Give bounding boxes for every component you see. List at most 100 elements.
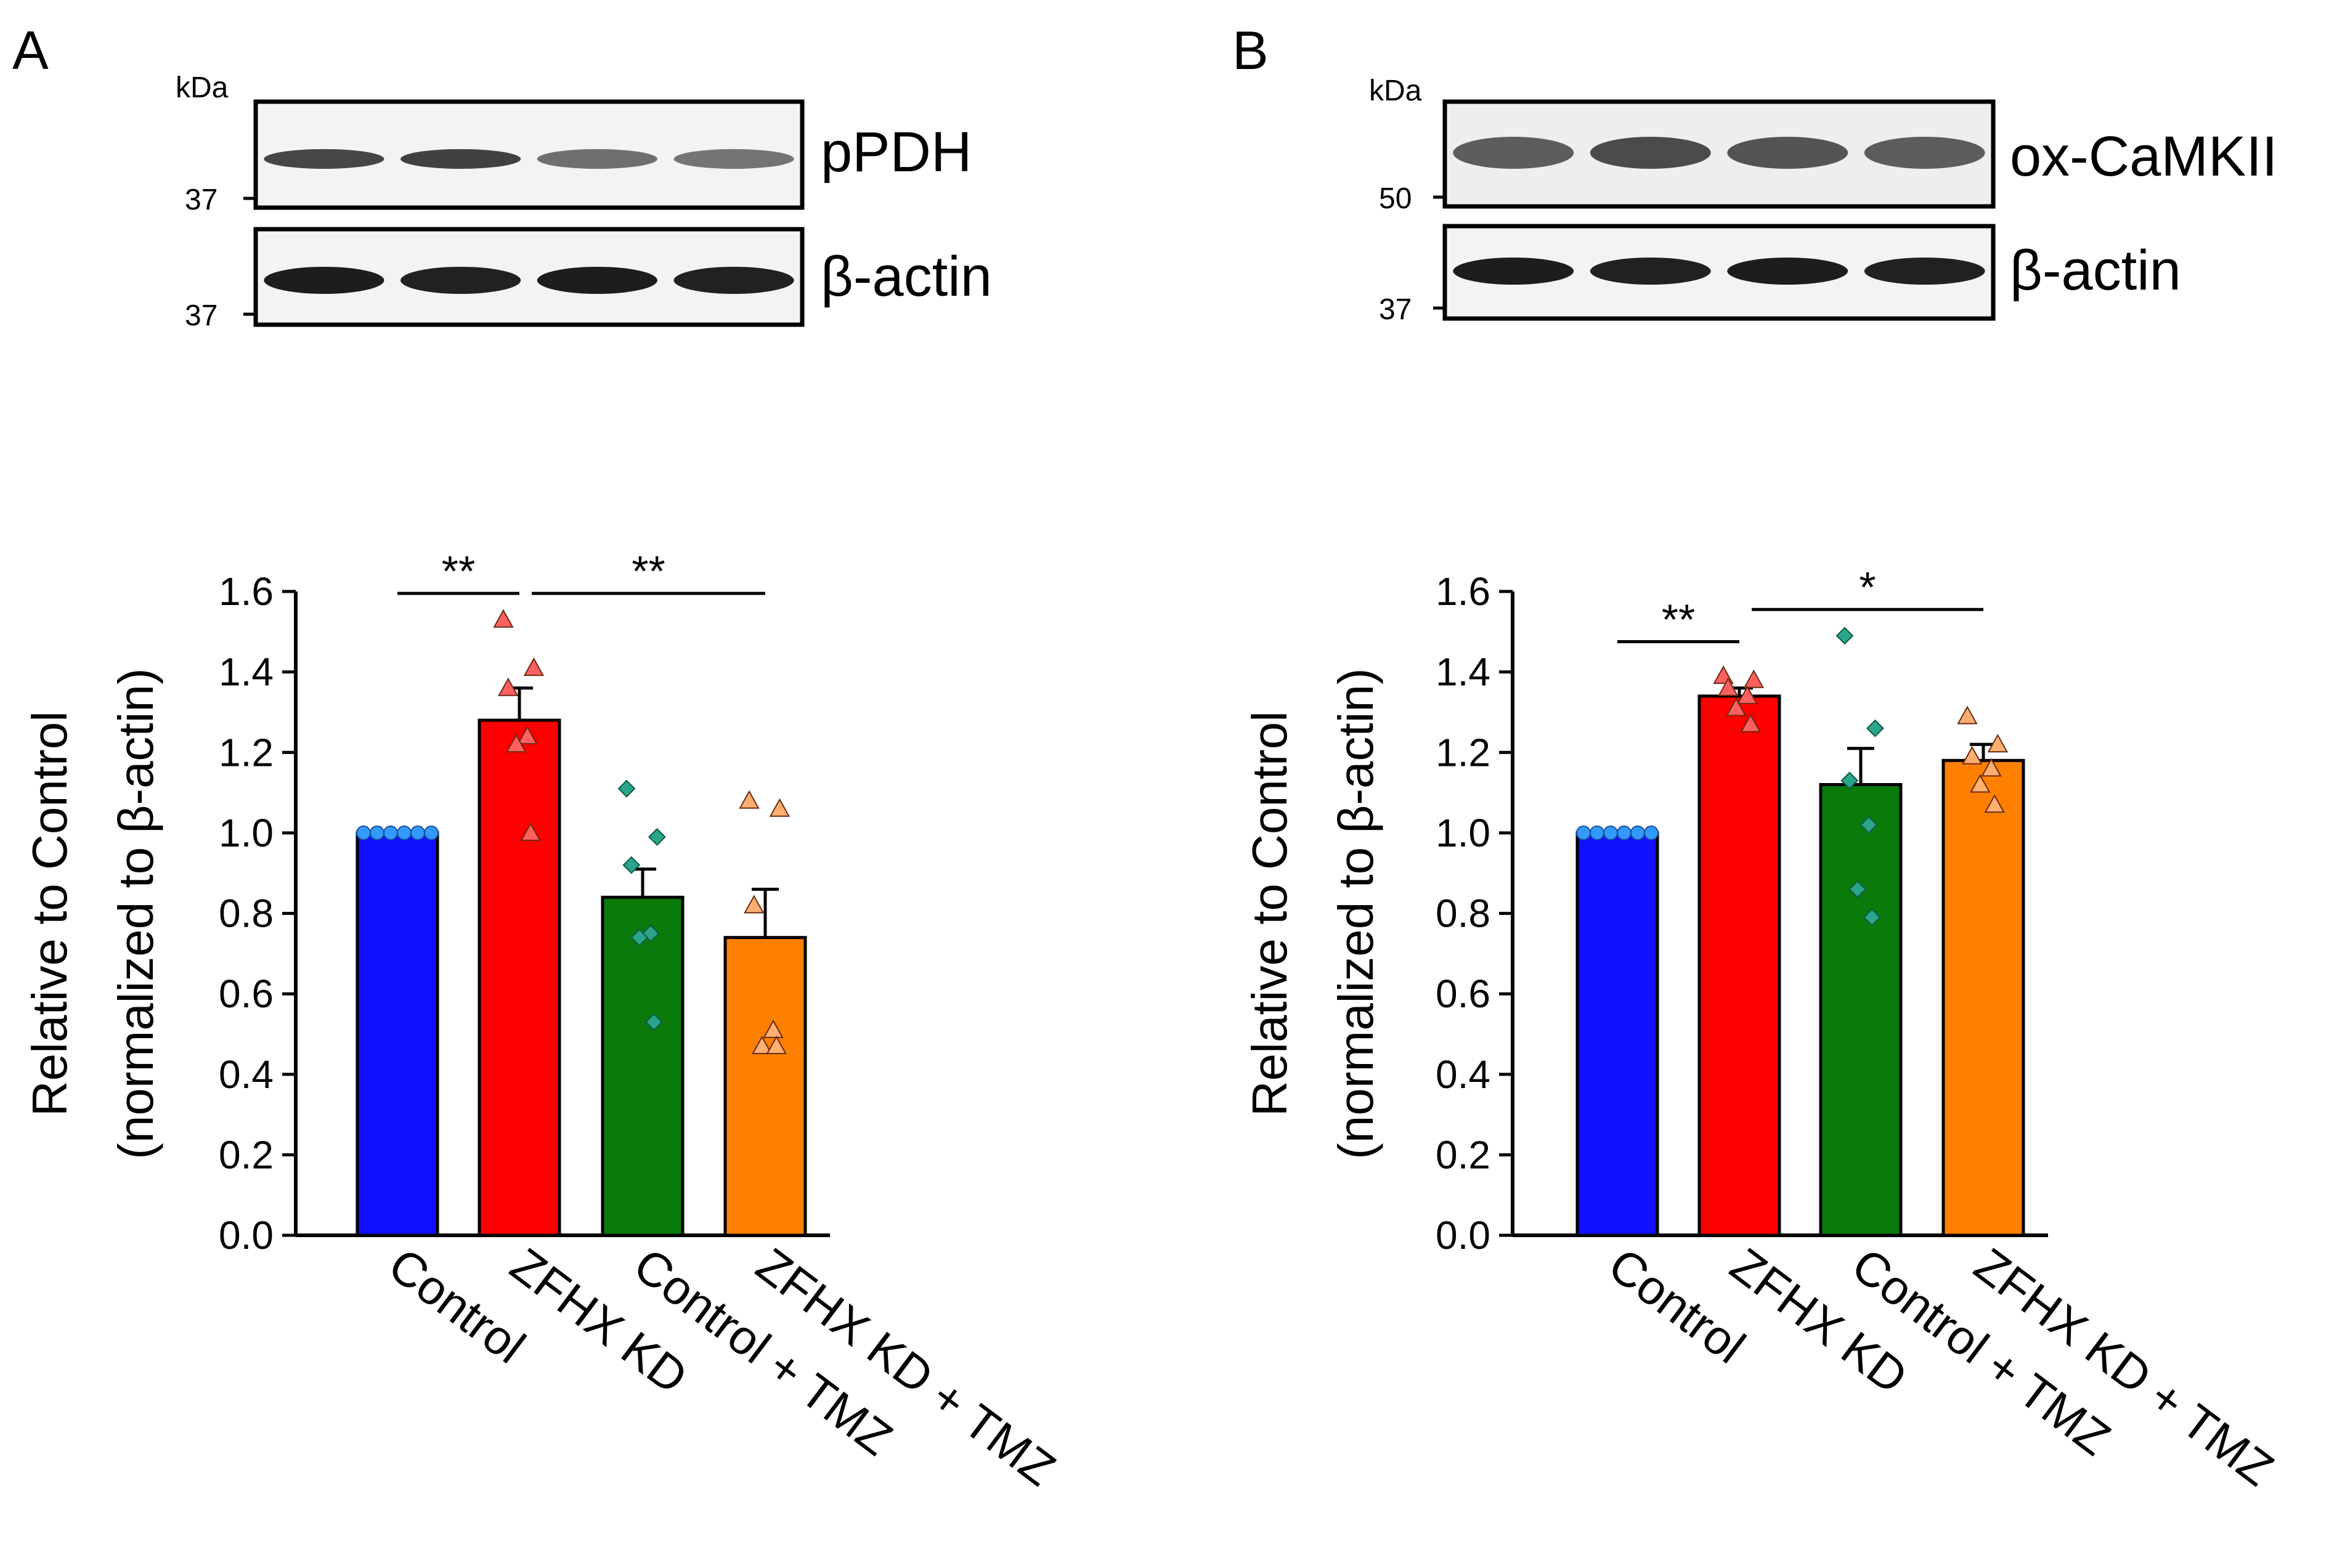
blot-a-row-1-marker: 37 [185,184,217,216]
data-point [1984,794,2005,813]
data-point [1957,705,1978,725]
data-point [1617,825,1632,840]
bar-0 [1575,831,1659,1237]
blot-band [1453,137,1574,169]
data-point [1981,758,2002,777]
panel-letter-b: B [1232,20,1269,81]
data-point [1987,734,2009,753]
bar-2 [1819,783,1903,1237]
y-tick-label: 1.4 [219,650,274,694]
y-tick-label: 0.2 [219,1132,274,1177]
y-tick-label: 1.6 [219,569,274,614]
data-point [1603,825,1618,840]
blot-band [673,149,794,169]
data-point [1726,697,1747,717]
blot-band [1864,258,1985,285]
data-point [763,1019,784,1038]
y-tick-label: 0.8 [219,892,274,936]
data-point [752,1035,773,1055]
bar-3 [723,936,807,1237]
data-point [1970,774,1991,793]
blot-b-row-2-marker: 37 [1379,293,1412,326]
blot-b-kda-label: kDa [1369,75,1422,107]
data-point [622,856,641,874]
data-point [1863,908,1881,927]
data-point [356,825,371,840]
bar-2 [601,895,685,1237]
data-point [1835,627,1854,645]
data-point [397,825,412,840]
blot-band [537,267,657,294]
data-point [1840,771,1859,790]
y-tick-label: 1.0 [219,811,274,855]
y-tick-label: 0.6 [1436,972,1490,1016]
data-point [1866,719,1884,737]
blot-b-row-2-label: β-actin [2010,239,2181,302]
data-point [493,609,514,628]
y-tick-label: 1.0 [1436,811,1490,855]
data-point [1630,825,1645,840]
data-point [1740,713,1761,733]
y-tick-label: 0.0 [219,1213,274,1257]
data-point [1590,825,1604,840]
bar-1 [1697,694,1781,1237]
blot-band [264,149,384,169]
y-tick-label: 0.8 [1436,892,1490,936]
data-point [1848,880,1867,898]
western-blot-b: kDa ox-CaMKII 50 β-actin 37 [1369,75,2278,326]
blot-band [1727,137,1848,169]
blot-b-row-1-label: ox-CaMKII [2010,125,2278,188]
blot-band [264,267,384,294]
y-tick-label: 1.6 [1436,569,1490,614]
data-point [630,928,649,947]
blot-a-kda-label: kDa [176,71,229,104]
bar-0 [356,831,439,1237]
y-axis-label-secondary: (normalized to β-actin) [1328,668,1383,1159]
panel-letter-a: A [12,20,49,81]
blot-b-row-1-bands [1453,137,1985,169]
y-tick-label: 0.6 [219,972,274,1016]
y-tick-label: 0.4 [219,1052,274,1097]
significance-label: * [1859,563,1876,611]
blot-a-row-2-label: β-actin [821,245,992,308]
y-tick-label: 0.2 [1436,1132,1490,1177]
data-point [520,822,541,841]
significance-label: ** [632,547,665,595]
data-point [506,734,527,753]
bar-1 [478,718,561,1237]
significance-label: ** [442,547,475,595]
data-point [1576,825,1591,840]
data-point [648,827,666,846]
data-point [498,677,519,696]
data-point [370,825,384,840]
y-tick-label: 0.4 [1436,1052,1490,1097]
bar-3 [1941,758,2025,1237]
data-point [1743,669,1765,688]
blot-band [1453,258,1574,285]
blot-b-row-2-bands [1453,258,1985,285]
data-point [383,825,398,840]
blot-band [1727,258,1848,285]
blot-band [1590,258,1711,285]
data-point [1718,677,1739,696]
blot-band [1864,137,1985,169]
data-point [1644,825,1659,840]
data-point [739,790,760,809]
y-tick-label: 0.0 [1436,1213,1490,1257]
blot-band [400,267,521,294]
data-point [424,825,439,840]
blot-band [1590,137,1711,169]
blot-a-row-1-bands [264,149,794,169]
data-point [523,657,545,676]
y-axis-label-secondary: (normalized to β-actin) [108,668,163,1159]
data-point [769,798,791,817]
y-tick-label: 1.2 [219,730,274,774]
blot-a-row-2-marker: 37 [185,299,217,332]
data-point [1737,685,1758,704]
y-tick-label: 1.2 [1436,730,1490,774]
data-point [617,779,636,798]
data-point [517,726,538,745]
blot-b-row-1-marker: 50 [1379,182,1412,215]
data-point [744,895,765,914]
